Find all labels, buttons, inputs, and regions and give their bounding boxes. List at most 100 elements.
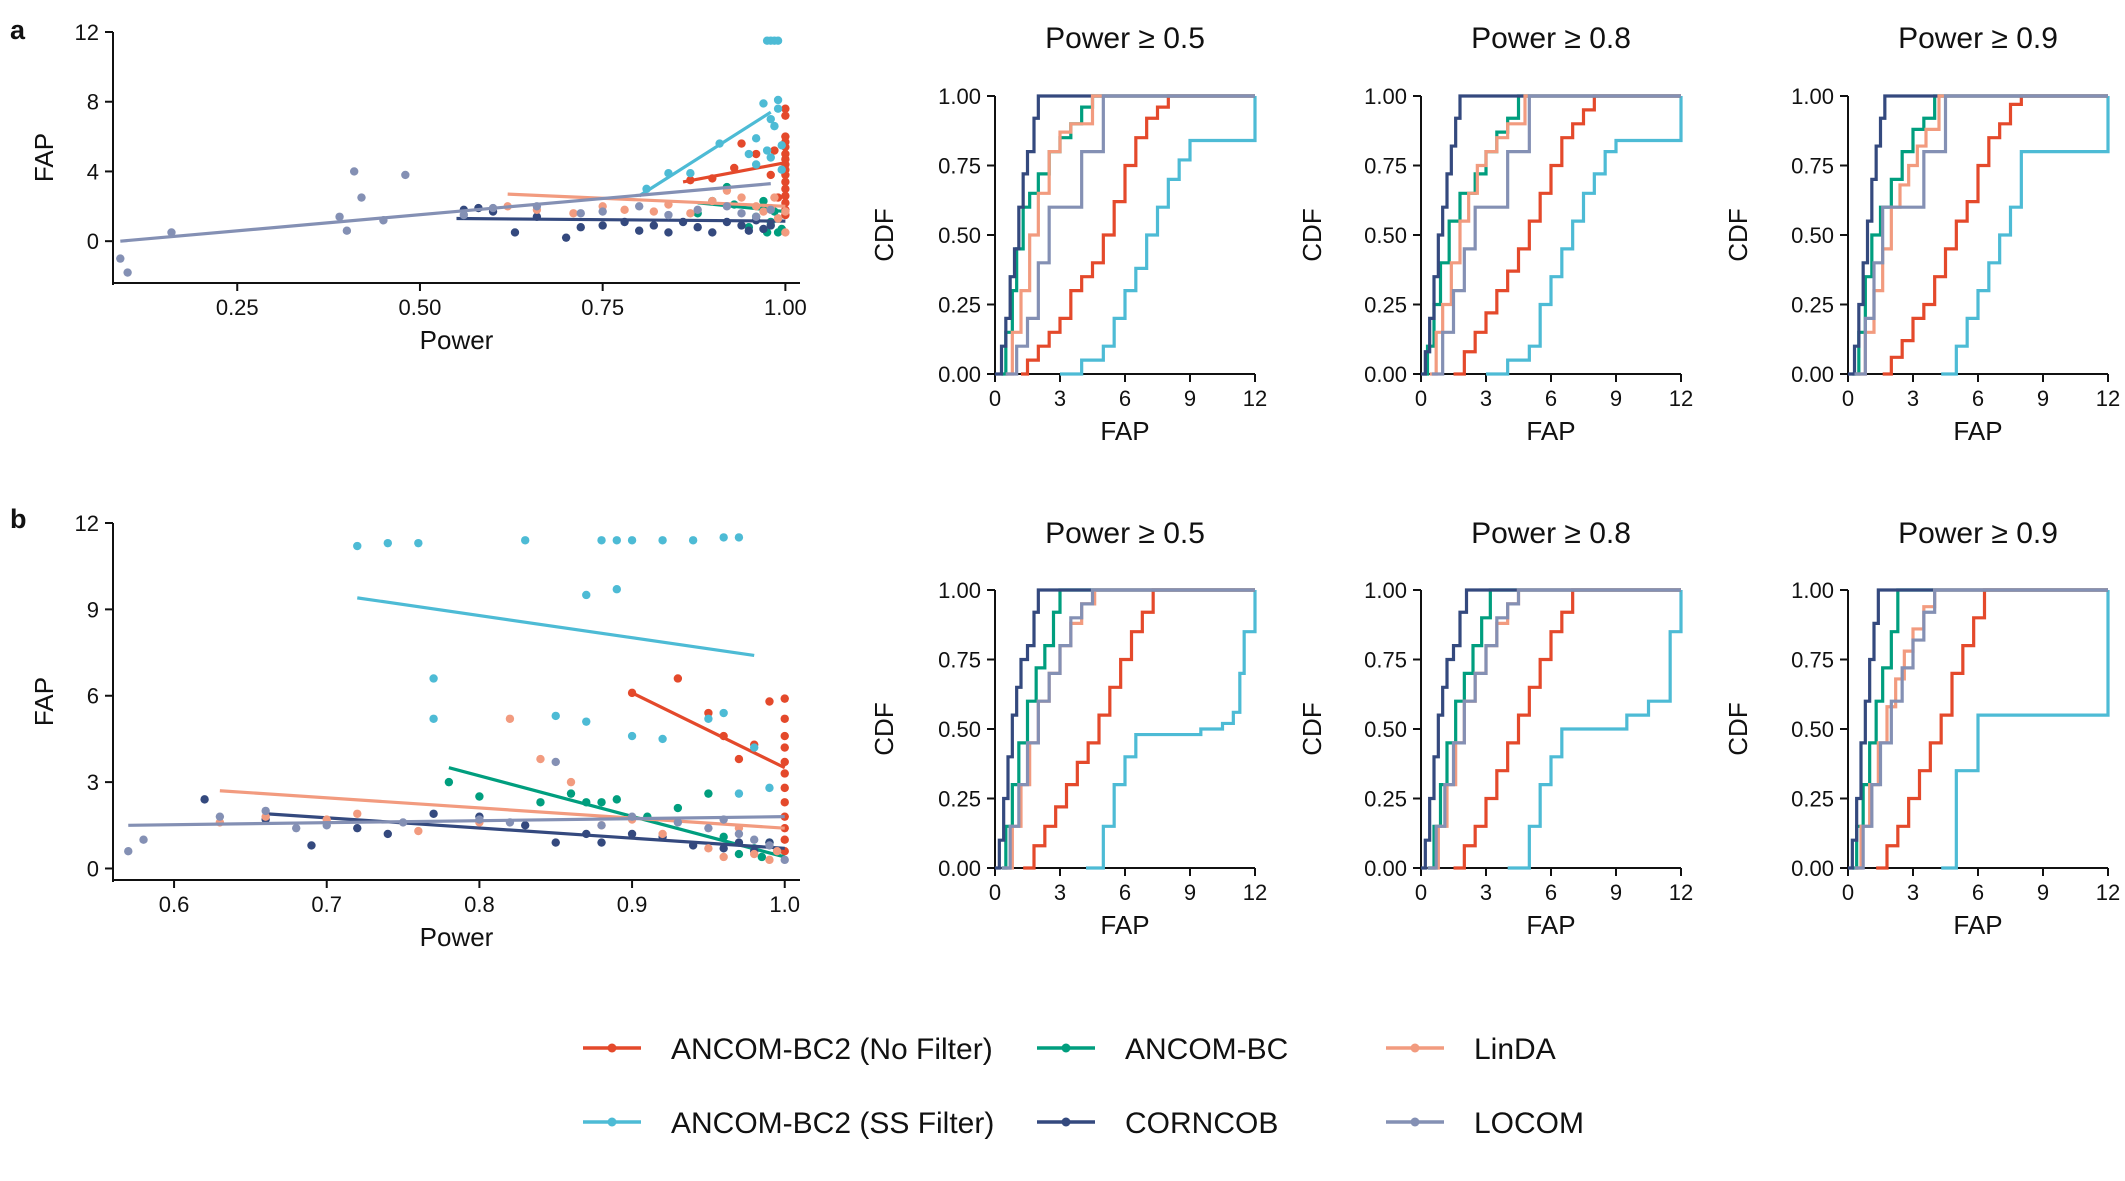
data-point <box>780 835 789 844</box>
data-point <box>139 835 148 844</box>
data-point <box>766 221 775 230</box>
cdf-line-corncob <box>1848 588 2108 870</box>
trend-line <box>448 766 786 859</box>
data-point <box>124 847 133 856</box>
data-point <box>598 221 607 230</box>
data-point <box>693 223 702 232</box>
data-point <box>307 841 316 850</box>
data-point <box>582 717 591 726</box>
x-axis-title: Power <box>420 922 494 952</box>
data-point <box>704 844 713 853</box>
data-point <box>475 792 484 801</box>
data-point <box>414 826 423 836</box>
x-tick-label: 0 <box>1842 880 1854 905</box>
data-point <box>658 536 667 545</box>
data-point <box>759 207 768 216</box>
cdf-line-linda <box>1856 94 2108 376</box>
data-point <box>505 714 515 723</box>
y-tick-label: 0.50 <box>1791 717 1834 742</box>
x-tick-label: 6 <box>1545 880 1557 905</box>
data-point <box>734 849 744 859</box>
series-corncob <box>200 795 785 856</box>
data-point <box>597 821 606 830</box>
data-point <box>766 205 775 214</box>
trend-line <box>128 815 785 827</box>
legend-swatch-dot <box>1410 1043 1420 1053</box>
chart-b-cdf-09: 0 3 6 9 12 0.00 0.25 0.50 0.75 1.00 FAP CDF Power ≥ … <box>1723 517 2120 940</box>
data-point <box>719 852 728 862</box>
x-tick-label: 12 <box>1243 386 1267 411</box>
series-corncob <box>456 203 786 242</box>
legend-label: LinDA <box>1474 1033 1556 1066</box>
data-point <box>261 806 270 816</box>
data-point <box>780 783 789 793</box>
y-axis-title: FAP <box>29 133 59 182</box>
data-point <box>353 809 362 818</box>
series-ancom-bc2-ss-filter <box>353 533 774 798</box>
x-tick-label: 1.00 <box>764 295 807 320</box>
y-axis-title: CDF <box>1723 208 1753 261</box>
y-tick-label: 0.75 <box>1364 154 1407 179</box>
data-point <box>781 207 790 216</box>
y-tick-label: 0.75 <box>1791 154 1834 179</box>
data-point <box>781 184 790 194</box>
data-point <box>349 167 359 176</box>
y-axis-title: CDF <box>1297 208 1327 261</box>
chart-a-scatter: 0.25 0.50 0.75 1.00 0 4 8 12 Power FAP <box>29 20 807 355</box>
data-point <box>342 226 352 235</box>
x-tick-label: 0.75 <box>581 295 624 320</box>
data-point <box>597 536 606 545</box>
x-tick-label: 0.7 <box>311 892 342 917</box>
data-point <box>781 177 790 187</box>
y-tick-label: 0.50 <box>938 223 981 248</box>
y-tick-label: 0.25 <box>938 787 981 812</box>
y-tick-label: 0.00 <box>1364 856 1407 881</box>
data-point <box>734 533 744 542</box>
x-tick-label: 3 <box>1480 386 1492 411</box>
x-tick-label: 3 <box>1480 880 1492 905</box>
y-tick-label: 0.75 <box>1791 648 1834 673</box>
data-point <box>762 146 772 155</box>
x-tick-label: 3 <box>1054 880 1066 905</box>
x-tick-label: 6 <box>1119 386 1131 411</box>
data-point <box>686 168 695 178</box>
x-tick-label: 9 <box>1610 386 1622 411</box>
y-tick-label: 0 <box>87 856 99 881</box>
data-point <box>429 809 438 818</box>
y-tick-label: 12 <box>75 20 99 45</box>
legend: ANCOM-BC2 (No Filter) ANCOM-BC LinDA ANCOM-… <box>583 1033 1584 1140</box>
y-tick-label: 0.75 <box>938 648 981 673</box>
data-point <box>766 153 775 162</box>
legend-label: CORNCOB <box>1125 1107 1278 1140</box>
data-point <box>688 536 698 545</box>
data-point <box>750 835 759 844</box>
data-point <box>734 754 744 764</box>
series-locom <box>116 167 775 277</box>
trend-line <box>682 161 786 184</box>
cdf-line-linda <box>1005 94 1255 376</box>
data-point <box>719 844 728 853</box>
cdf-line-ancom-bc2-ss-filter <box>1941 590 2110 870</box>
x-axis-title: FAP <box>1953 416 2002 446</box>
trend-line <box>219 789 785 830</box>
data-point <box>357 193 366 202</box>
data-point <box>620 205 629 214</box>
legend-label: ANCOM-BC <box>1125 1033 1288 1066</box>
legend-swatch-dot <box>607 1117 617 1127</box>
cdf-line-locom <box>1427 588 1681 870</box>
data-point <box>704 714 713 723</box>
y-tick-label: 3 <box>87 770 99 795</box>
x-tick-label: 0 <box>1415 386 1427 411</box>
y-tick-label: 1.00 <box>938 578 981 603</box>
data-point <box>757 852 767 862</box>
data-point <box>429 674 438 683</box>
x-tick-label: 9 <box>1610 880 1622 905</box>
data-point <box>597 798 606 807</box>
x-tick-label: 12 <box>1669 880 1693 905</box>
cdf-line-ancom-bc2-ss-filter <box>1507 590 1683 870</box>
data-point <box>401 170 410 180</box>
data-point <box>765 783 774 793</box>
y-tick-label: 0.00 <box>938 856 981 881</box>
